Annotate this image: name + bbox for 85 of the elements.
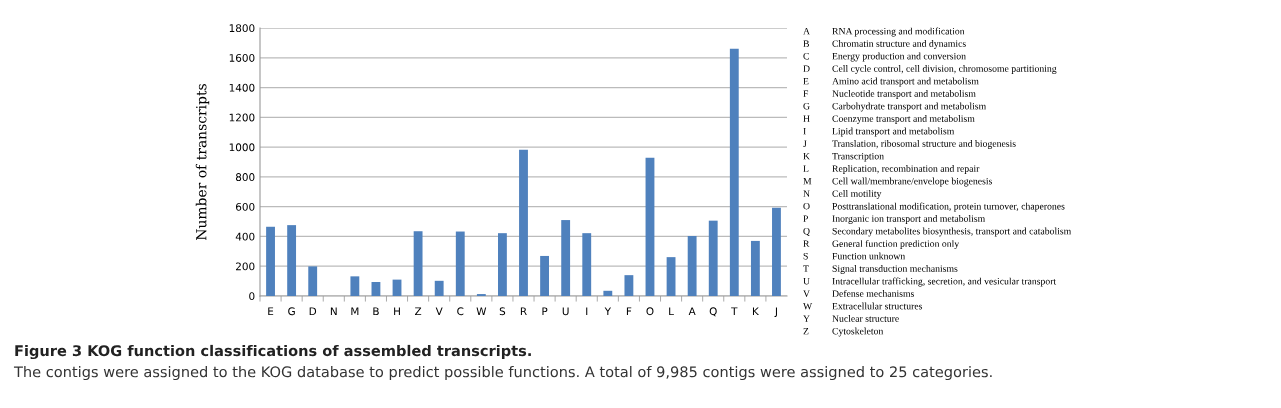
text: Y Nuclear structure: [803, 315, 899, 322]
text: N Cell motility: [803, 190, 882, 199]
text: D Cell cycle control, cell division, chromosome partitioning: [803, 65, 1057, 74]
y-axis-title: Number of transcripts: [195, 84, 210, 241]
y-tick-label: 1800: [229, 24, 255, 33]
x-tick-label: D: [309, 307, 317, 316]
x-tick-label: Z: [415, 307, 422, 316]
bar: [582, 233, 592, 296]
x-tick-label: C: [457, 307, 464, 316]
y-tick-label: 800: [235, 173, 255, 181]
text: A RNA processing and modification: [803, 27, 965, 37]
x-tick-label: H: [394, 307, 400, 316]
text: P Inorganic ion transport and metabolism: [803, 215, 986, 224]
text: Z Cytoskeleton: [803, 327, 884, 337]
bar: [308, 266, 318, 296]
text: O Posttranslational modification, protein turnover, chaperones: [803, 202, 1065, 212]
bar: [455, 231, 465, 296]
bar: [561, 220, 571, 296]
y-tick-label: 600: [235, 202, 255, 211]
bar: [603, 290, 613, 296]
x-tick-label: B: [373, 307, 379, 316]
text: B Chromatin structure and dynamics: [803, 40, 966, 49]
text: J Translation, ribosomal structure and biogenesis: [803, 140, 1016, 149]
text: R General function prediction only: [803, 240, 960, 249]
text: E Amino acid transport and metabolism: [803, 77, 979, 87]
bar: [750, 240, 760, 296]
bar: [266, 226, 275, 296]
x-tick-label: R: [520, 307, 527, 316]
y-tick-label: 1200: [229, 113, 255, 122]
bar: [687, 236, 697, 296]
x-tick-label: L: [669, 307, 674, 316]
x-tick-label: G: [288, 307, 295, 316]
bar: [540, 255, 550, 296]
y-tick-label: 0: [249, 292, 255, 301]
x-tick-label: M: [351, 307, 359, 316]
bar: [497, 233, 507, 296]
text: M Cell wall/membrane/envelope biogenesis: [803, 177, 993, 187]
x-tick-label: O: [646, 307, 654, 316]
bar: [666, 257, 676, 296]
x-tick-label: Y: [604, 307, 612, 316]
bar: [624, 275, 634, 296]
x-tick-label: V: [435, 307, 443, 316]
text: Q Secondary metabolites biosynthesis, transport and catabolism: [803, 227, 1072, 237]
x-tick-label: S: [499, 307, 506, 316]
x-tick-label: J: [774, 307, 777, 318]
text: F Nucleotide transport and metabolism: [803, 90, 976, 99]
text: T Signal transduction mechanisms: [803, 265, 958, 274]
bar: [413, 231, 423, 296]
x-tick-label: F: [626, 307, 632, 316]
x-tick-label: A: [688, 307, 696, 316]
text: I Lipid transport and metabolism: [803, 127, 955, 137]
bar: [645, 157, 655, 296]
y-tick-label: 1400: [229, 83, 255, 92]
bar: [371, 282, 381, 296]
y-tick-label: 1600: [229, 54, 255, 62]
x-tick-label: W: [476, 307, 487, 316]
bar: [287, 225, 297, 296]
x-tick-label: I: [586, 307, 588, 316]
x-tick-label: K: [752, 307, 760, 316]
y-tick-label: 1000: [229, 143, 255, 152]
text: U Intracellular trafficking, secretion, and vesicular transport: [803, 277, 1057, 287]
y-tick-label: 200: [236, 262, 255, 271]
bar: [350, 276, 360, 296]
bar: [729, 48, 739, 296]
text: V Defense mechanisms: [803, 289, 914, 297]
bar: [772, 207, 781, 296]
bar: [708, 220, 718, 296]
x-tick-label: U: [562, 307, 569, 316]
x-tick-label: E: [268, 307, 274, 316]
x-tick-label: Q: [709, 307, 717, 317]
text: K Transcription: [803, 152, 884, 162]
text: C Energy production and conversion: [803, 52, 966, 62]
text: H Coenzyme transport and metabolism: [803, 115, 975, 124]
text: S Function unknown: [803, 252, 906, 260]
bar: [519, 149, 528, 296]
y-tick-label: 400: [235, 232, 255, 241]
x-tick-label: P: [542, 307, 548, 316]
text: G Carbohydrate transport and metabolism: [803, 102, 987, 112]
bar: [434, 280, 444, 296]
x-tick-label: T: [731, 307, 738, 316]
text: L Replication, recombination and repair: [803, 165, 980, 174]
text: Figure 3 KOG function classifications of assembled transcripts.: [15, 344, 531, 360]
x-tick-label: N: [330, 307, 337, 316]
text: The contigs were assigned to the KOG database to predict possible functions. A total of 9,985 contigs were assigned to 25 categories.: [13, 366, 992, 381]
text: W Extracellular structures: [803, 302, 923, 310]
